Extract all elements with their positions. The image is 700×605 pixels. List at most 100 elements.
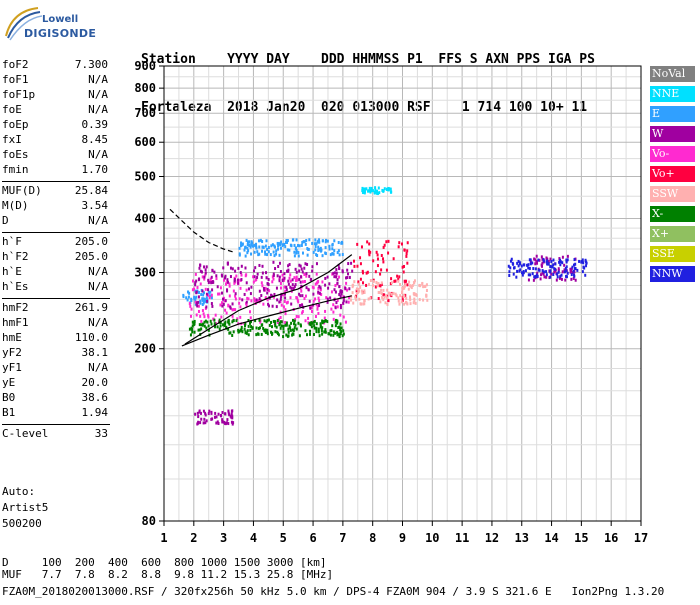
echo-point <box>379 300 382 304</box>
echo-point <box>251 244 254 248</box>
echo-point <box>418 298 421 302</box>
echo-point <box>405 279 408 283</box>
echo-point <box>277 264 280 268</box>
echo-point <box>303 240 306 244</box>
param-label: yE <box>2 376 16 389</box>
param-value: N/A <box>88 103 108 116</box>
echo-point <box>317 286 320 290</box>
echo-point <box>508 270 511 274</box>
echo-point <box>347 272 350 276</box>
echo-point <box>199 299 202 303</box>
echo-point <box>279 281 282 285</box>
echo-point <box>266 282 269 286</box>
echo-point <box>286 248 289 252</box>
echo-point <box>405 251 408 255</box>
echo-point <box>578 259 581 263</box>
param-value: 205.0 <box>74 235 108 248</box>
echo-point <box>195 313 198 317</box>
echo-point <box>286 240 289 244</box>
echo-point <box>270 330 273 334</box>
echo-point <box>275 249 278 253</box>
echo-point <box>279 300 282 304</box>
echo-point <box>277 247 280 251</box>
echo-point <box>585 264 588 268</box>
echo-point <box>253 243 256 247</box>
echo-point <box>225 325 228 329</box>
echo-point <box>278 300 281 304</box>
echo-point <box>211 304 214 308</box>
echo-point <box>520 264 523 268</box>
echo-point <box>245 300 248 304</box>
echo-point <box>390 281 393 285</box>
echo-point <box>200 319 203 323</box>
echo-point <box>281 279 284 283</box>
echo-point <box>267 318 270 322</box>
y-tick-label: 500 <box>134 169 156 183</box>
echo-point <box>222 302 225 306</box>
echo-point <box>380 268 383 272</box>
echo-point <box>192 279 195 283</box>
param-row: fmin 1.70 <box>2 163 108 179</box>
echo-point <box>362 271 365 275</box>
echo-point <box>340 290 343 294</box>
echo-point <box>334 284 337 288</box>
echo-point <box>382 257 385 261</box>
echo-point <box>332 330 335 334</box>
echo-point <box>277 242 280 246</box>
echo-point <box>231 333 234 337</box>
echo-point <box>231 422 234 426</box>
echo-point <box>277 317 280 321</box>
echo-point <box>558 257 561 261</box>
echo-point <box>549 257 552 261</box>
param-label: foF2 <box>2 58 29 71</box>
echo-point <box>333 288 336 292</box>
echo-point <box>199 269 202 273</box>
x-tick-label: 8 <box>369 531 376 545</box>
echo-point <box>296 298 299 302</box>
echo-point <box>547 260 550 264</box>
echo-point <box>289 279 292 283</box>
echo-point <box>252 280 255 284</box>
echo-point <box>227 303 230 307</box>
echo-point <box>298 269 301 273</box>
echo-point <box>313 319 316 323</box>
echo-point <box>542 270 545 274</box>
param-row: MUF(D) 25.84 <box>2 184 108 200</box>
echo-point <box>271 243 274 247</box>
echo-point <box>298 244 301 248</box>
echo-point <box>385 240 388 244</box>
echo-point <box>259 238 262 242</box>
echo-point <box>300 243 303 247</box>
echo-point <box>293 243 296 247</box>
echo-point <box>536 261 539 265</box>
echo-point <box>205 305 208 309</box>
echo-point <box>318 240 321 244</box>
echo-point <box>262 245 265 249</box>
echo-point <box>234 292 237 296</box>
echo-point <box>382 298 385 302</box>
param-value: 110.0 <box>74 331 108 344</box>
echo-point <box>331 324 334 328</box>
param-value: N/A <box>88 316 108 329</box>
echo-point <box>268 289 271 293</box>
echo-point <box>204 287 207 291</box>
echo-point <box>199 411 202 415</box>
echo-point <box>555 278 558 282</box>
echo-point <box>270 244 273 248</box>
echo-point <box>293 326 296 330</box>
echo-point <box>581 258 584 262</box>
echo-point <box>216 325 219 329</box>
echo-point <box>234 308 237 312</box>
echo-point <box>521 273 524 277</box>
echo-point <box>529 260 532 264</box>
echo-point <box>334 306 337 310</box>
echo-point <box>373 190 376 194</box>
echo-point <box>260 275 263 279</box>
echo-point <box>385 268 388 272</box>
x-tick-label: 17 <box>634 531 648 545</box>
echo-point <box>299 294 302 298</box>
echo-point <box>188 291 191 295</box>
echo-point <box>362 189 365 193</box>
echo-point <box>315 262 318 266</box>
echo-point <box>340 326 343 330</box>
